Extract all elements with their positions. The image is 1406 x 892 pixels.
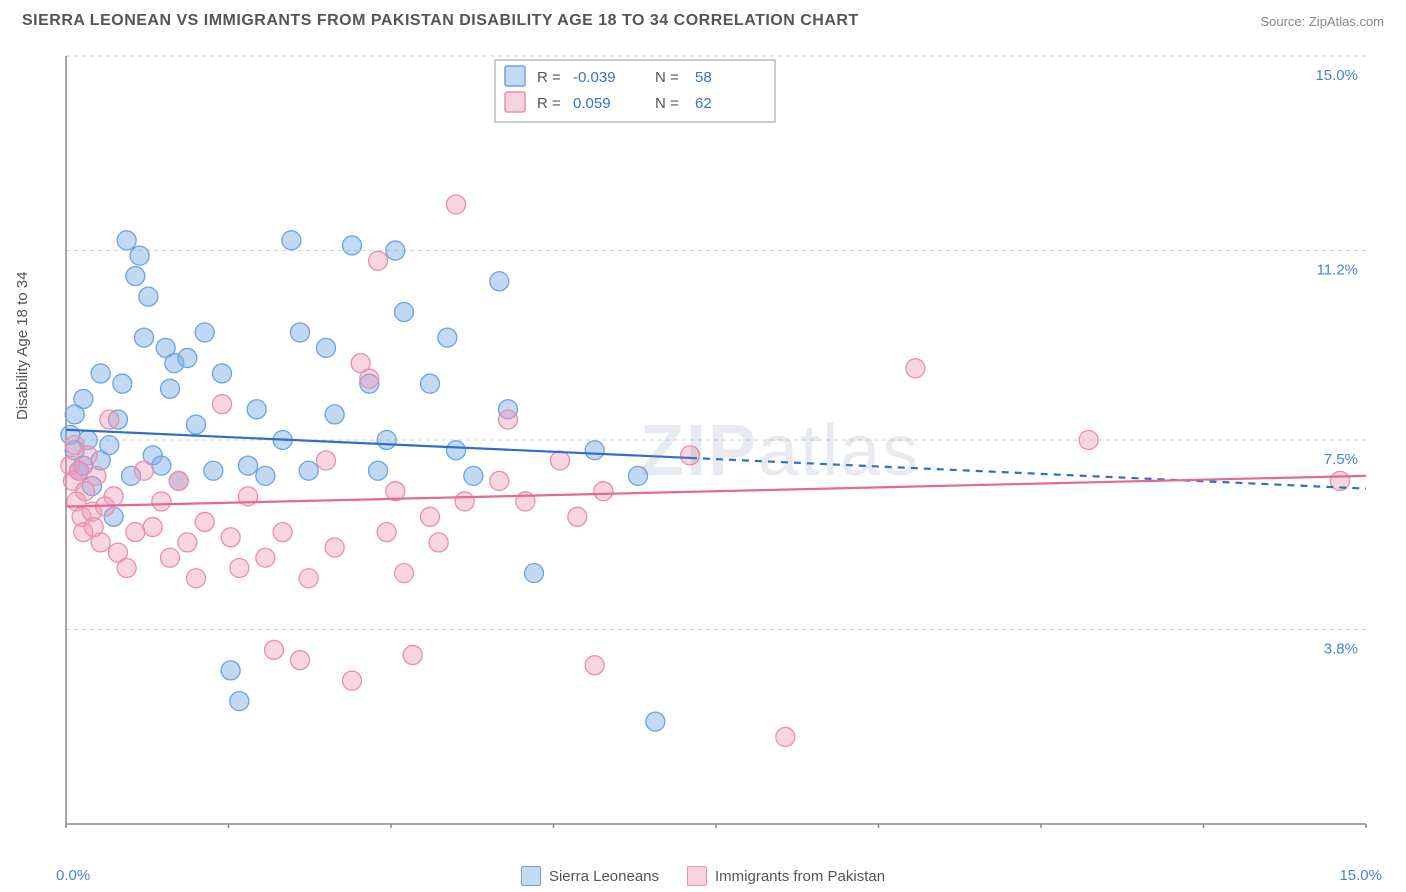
legend-swatch-icon bbox=[521, 866, 541, 886]
svg-text:7.5%: 7.5% bbox=[1324, 451, 1358, 468]
svg-text:62: 62 bbox=[695, 95, 712, 112]
svg-text:11.2%: 11.2% bbox=[1317, 262, 1358, 279]
svg-text:N =: N = bbox=[655, 95, 679, 112]
chart-area: 3.8% 7.5% 11.2% 15.0% R = -0.039 N = 58 R = 0.059… bbox=[54, 48, 1384, 828]
y-axis-label: Disability Age 18 to 34 bbox=[14, 272, 31, 420]
svg-text:-0.039: -0.039 bbox=[573, 69, 616, 86]
bottom-legend: Sierra Leoneans Immigrants from Pakistan bbox=[0, 866, 1406, 886]
chart-title: SIERRA LEONEAN VS IMMIGRANTS FROM PAKIST… bbox=[22, 12, 859, 30]
legend-label: Immigrants from Pakistan bbox=[715, 868, 885, 885]
scatter-chart: 3.8% 7.5% 11.2% 15.0% R = -0.039 N = 58 R = 0.059… bbox=[54, 48, 1384, 828]
svg-text:N =: N = bbox=[655, 69, 679, 86]
legend-item-series-0: Sierra Leoneans bbox=[521, 866, 659, 886]
legend-label: Sierra Leoneans bbox=[549, 868, 659, 885]
svg-text:R =: R = bbox=[537, 69, 561, 86]
svg-text:0.059: 0.059 bbox=[573, 95, 611, 112]
source-label: Source: ZipAtlas.com bbox=[1260, 14, 1384, 29]
svg-text:3.8%: 3.8% bbox=[1324, 640, 1358, 657]
svg-text:58: 58 bbox=[695, 69, 712, 86]
legend-item-series-1: Immigrants from Pakistan bbox=[687, 866, 885, 886]
svg-text:15.0%: 15.0% bbox=[1315, 67, 1358, 84]
legend-swatch-icon bbox=[687, 866, 707, 886]
svg-text:R =: R = bbox=[537, 95, 561, 112]
